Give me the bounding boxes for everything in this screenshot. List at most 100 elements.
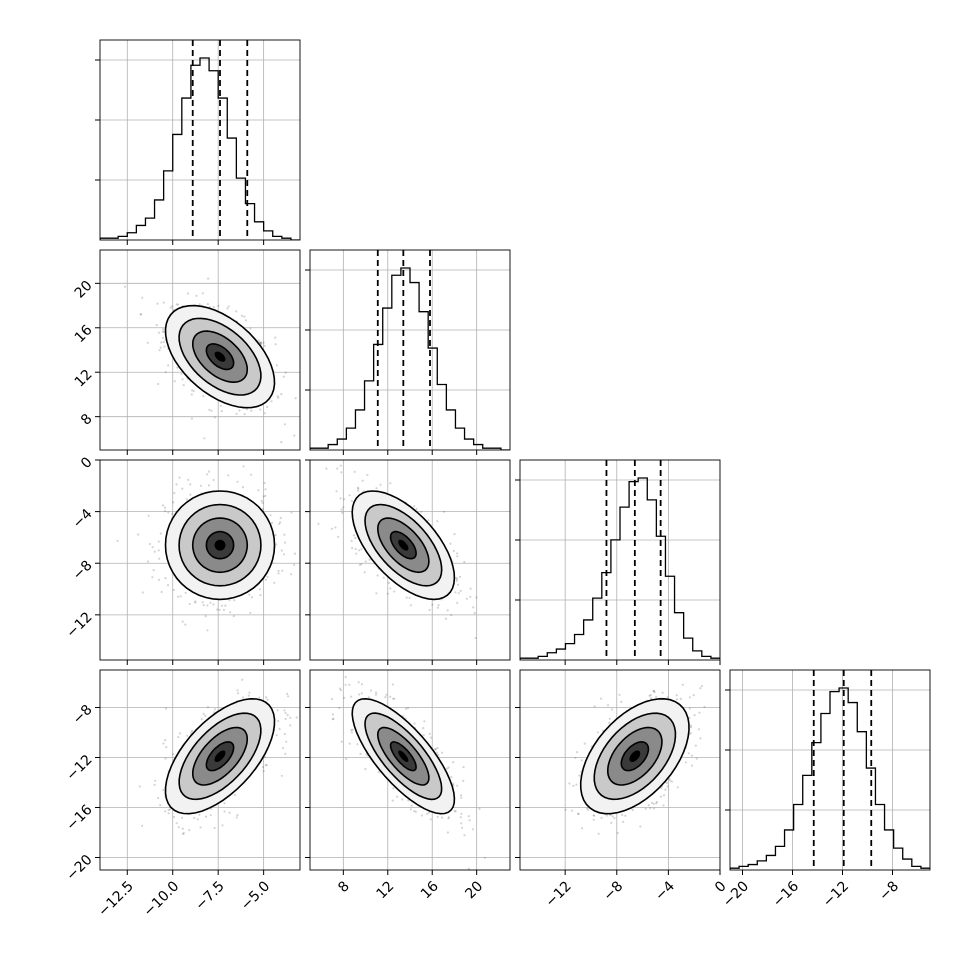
histogram-panel-4: −20 −16 −12 −8	[720, 669, 931, 911]
scatter-point	[305, 378, 307, 380]
scatter-point	[266, 698, 269, 701]
scatter-point	[277, 396, 280, 399]
x-tick-label: −5.0	[238, 878, 273, 913]
x-tick-label: −12	[543, 878, 575, 910]
scatter-point	[469, 595, 472, 598]
scatter-point	[159, 532, 162, 535]
scatter-point	[163, 345, 166, 348]
scatter-point	[257, 489, 260, 492]
density-panel-4-1: −12.5 −10.0 −7.5 −5.0 −20 −16 −12 −8	[63, 669, 301, 920]
scatter-point	[216, 608, 219, 611]
scatter-point	[449, 542, 452, 545]
scatter-point	[359, 752, 362, 756]
scatter-point	[463, 834, 466, 837]
axes-frame	[519, 669, 721, 871]
scatter-point	[198, 303, 201, 306]
scatter-point	[463, 560, 466, 564]
scatter-point	[666, 785, 669, 788]
scatter-point	[410, 804, 413, 807]
scatter-point	[177, 735, 180, 739]
scatter-point	[462, 779, 465, 783]
scatter-point	[153, 783, 156, 786]
scatter-point	[248, 593, 251, 596]
scatter-point	[423, 720, 426, 723]
scatter-point	[684, 761, 688, 764]
scatter-point	[368, 558, 371, 561]
scatter-point	[264, 763, 267, 767]
scatter-point	[454, 591, 457, 594]
scatter-point	[162, 742, 165, 745]
axes-frame	[519, 459, 721, 661]
scatter-point	[420, 510, 423, 513]
scatter-point	[475, 596, 478, 599]
scatter-point	[396, 795, 399, 798]
axes-frame	[309, 249, 511, 451]
scatter-point	[574, 756, 577, 759]
scatter-point	[659, 795, 663, 798]
scatter-point	[188, 602, 191, 606]
scatter-point	[147, 560, 150, 563]
scatter-point	[199, 484, 202, 487]
scatter-point	[180, 816, 184, 819]
contour-line	[376, 517, 430, 574]
scatter-point	[276, 709, 279, 712]
scatter-point	[175, 303, 178, 306]
scatter-point	[600, 816, 603, 820]
scatter-point	[277, 572, 280, 575]
scatter-point	[261, 501, 264, 504]
scatter-point	[207, 277, 210, 280]
scatter-point	[662, 804, 665, 807]
scatter-point	[151, 576, 154, 579]
scatter-point	[384, 696, 387, 699]
scatter-point	[689, 732, 692, 735]
scatter-point	[354, 547, 357, 551]
scatter-point	[386, 592, 389, 595]
scatter-point	[427, 519, 430, 522]
density-level	[214, 351, 226, 362]
scatter-point	[593, 814, 596, 817]
scatter-point	[461, 826, 464, 829]
y-tick-label: 16	[72, 322, 96, 346]
scatter-point	[618, 693, 621, 696]
scatter-point	[223, 810, 226, 813]
scatter-point	[212, 478, 215, 482]
scatter-point	[152, 569, 155, 572]
scatter-point	[146, 341, 149, 344]
scatter-point	[240, 314, 244, 317]
scatter-point	[200, 718, 203, 721]
scatter-point	[283, 732, 286, 736]
scatter-point	[387, 581, 390, 585]
contour-line	[620, 741, 650, 772]
scatter-point	[163, 506, 167, 509]
density-panel-3-2	[305, 459, 511, 665]
scatter-point	[622, 820, 625, 824]
scatter-point	[167, 511, 170, 514]
scatter-point	[207, 484, 211, 487]
scatter-point	[653, 691, 656, 694]
scatter-point	[273, 581, 276, 584]
y-tick-label: 8	[78, 411, 96, 429]
scatter-point	[202, 712, 205, 716]
scatter-point	[235, 412, 238, 415]
scatter-point	[357, 549, 361, 552]
scatter-point	[182, 832, 185, 835]
scatter-point	[206, 604, 209, 607]
y-tick-label: 20	[72, 278, 96, 302]
scatter-point	[652, 802, 656, 805]
scatter-point	[229, 611, 232, 614]
x-tick-label: 20	[462, 878, 486, 902]
x-tick-label: −10.0	[141, 878, 183, 920]
scatter-point	[375, 487, 378, 490]
scatter-point	[393, 590, 396, 593]
scatter-point	[429, 818, 432, 821]
scatter-point	[437, 604, 440, 607]
scatter-point	[611, 815, 614, 818]
scatter-point	[157, 796, 160, 800]
scatter-point	[257, 339, 260, 342]
scatter-point	[592, 818, 595, 821]
scatter-point	[688, 707, 691, 710]
scatter-point	[227, 305, 230, 308]
scatter-point	[241, 678, 244, 681]
scatter-point	[162, 504, 165, 507]
scatter-point	[176, 595, 180, 598]
